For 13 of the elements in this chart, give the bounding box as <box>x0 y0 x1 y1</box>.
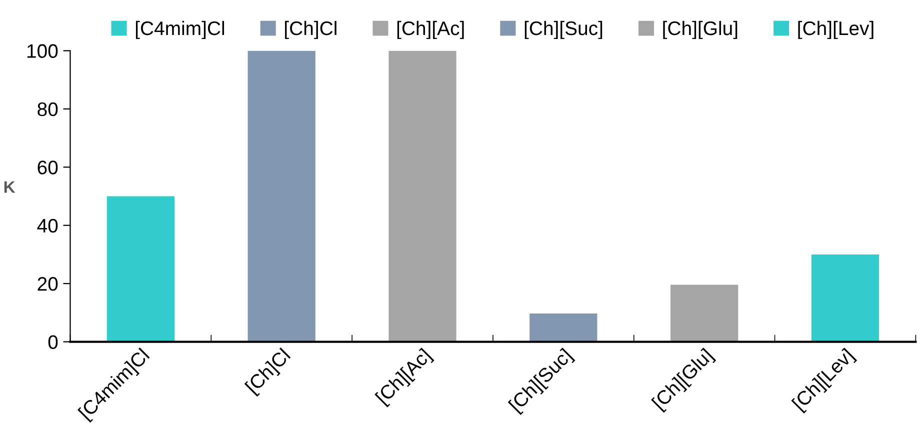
y-tick-label: 20 <box>38 277 58 291</box>
y-tick-label: 100 <box>27 44 58 58</box>
legend-label: [Ch][Suc] <box>524 20 602 40</box>
y-tick-label: 0 <box>48 335 58 350</box>
legend-label: [Ch][Glu] <box>663 20 738 40</box>
legend-label: [Ch][Ac] <box>397 20 464 40</box>
y-tick-label: 60 <box>38 160 58 174</box>
legend-label: [C4mim]Cl <box>136 20 224 40</box>
legend-label: [Ch]Cl <box>285 20 336 40</box>
y-tick-label: 40 <box>37 218 58 233</box>
y-tick-label: 80 <box>38 102 58 116</box>
y-axis-title: K <box>4 181 16 193</box>
legend-label: [Ch][Lev] <box>798 20 874 40</box>
